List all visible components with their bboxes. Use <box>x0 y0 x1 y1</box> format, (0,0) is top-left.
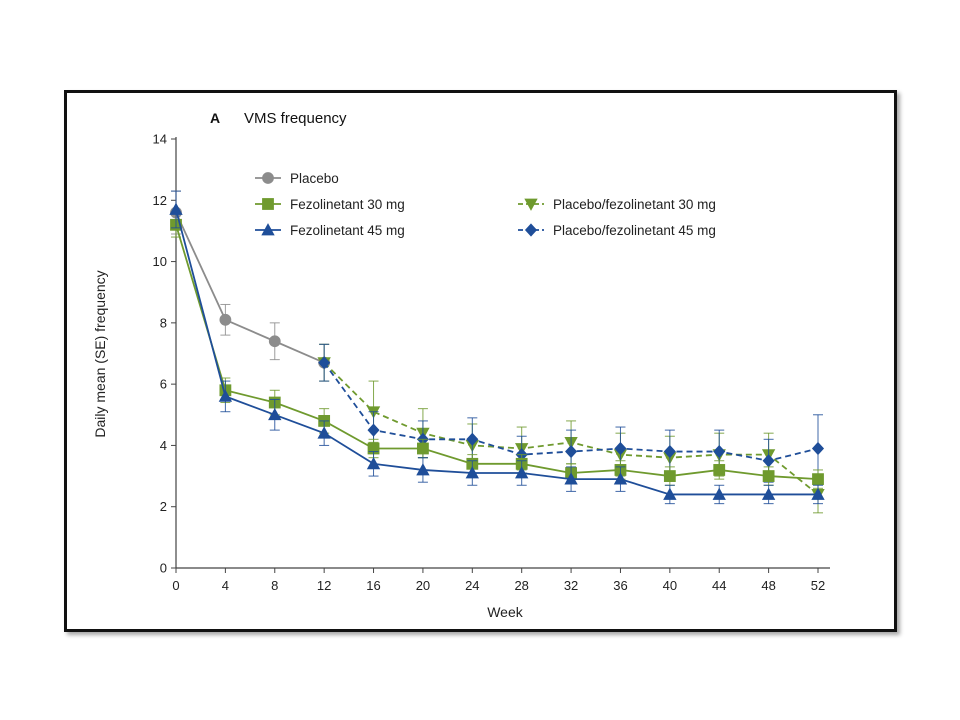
data-point <box>811 487 825 500</box>
x-tick-label: 32 <box>564 578 578 593</box>
legend-label: Placebo/fezolinetant 30 mg <box>553 197 716 212</box>
x-tick-label: 52 <box>811 578 825 593</box>
legend-label: Fezolinetant 30 mg <box>290 197 405 212</box>
data-point <box>614 441 627 456</box>
y-tick-label: 0 <box>160 561 167 576</box>
y-tick-label: 14 <box>153 132 167 147</box>
data-point <box>761 487 776 500</box>
x-tick-label: 0 <box>172 578 179 593</box>
data-point <box>417 442 429 455</box>
y-tick-label: 2 <box>160 499 167 514</box>
legend: Placebo Fezolinetant 30 mg Fezolinetant 45… <box>255 171 716 238</box>
data-point <box>367 423 380 437</box>
y-axis-label: Daily mean (SE) frequency <box>92 270 108 437</box>
panel-letter: A <box>210 110 220 126</box>
data-point <box>812 473 824 486</box>
data-point <box>268 335 281 348</box>
legend-entry: Fezolinetant 30 mg <box>255 197 405 212</box>
y-tick-label: 10 <box>153 254 167 269</box>
legend-entry: Placebo/fezolinetant 45 mg <box>518 223 716 238</box>
data-point <box>219 313 232 326</box>
legend-marker <box>261 223 275 236</box>
series-line <box>175 212 325 364</box>
legend-marker <box>262 172 274 184</box>
data-point <box>218 389 233 402</box>
data-point <box>713 464 726 476</box>
legend-marker <box>262 198 274 210</box>
data-point <box>663 444 676 459</box>
x-tick-label: 20 <box>416 578 430 593</box>
series-layer <box>169 190 825 514</box>
series-fezolinetant-30-mg <box>170 212 824 489</box>
legend-marker <box>524 198 538 211</box>
data-point <box>613 472 628 485</box>
legend-label: Placebo/fezolinetant 45 mg <box>553 223 716 238</box>
x-tick-label: 8 <box>271 578 278 593</box>
data-point <box>712 487 726 500</box>
y-tick-label: 8 <box>160 315 167 330</box>
x-tick-label: 36 <box>613 578 627 593</box>
x-axis-label: Week <box>487 604 524 620</box>
data-point <box>366 456 381 470</box>
data-point <box>663 470 676 482</box>
chart-title: VMS frequency <box>244 110 347 127</box>
data-point <box>268 407 282 421</box>
series-line <box>175 224 819 481</box>
x-tick-label: 48 <box>761 578 775 593</box>
x-tick-label: 24 <box>465 578 479 593</box>
data-point <box>811 441 825 456</box>
data-point <box>466 432 479 446</box>
legend-entry: Fezolinetant 45 mg <box>255 223 405 238</box>
data-point <box>318 356 331 370</box>
x-tick-label: 44 <box>712 578 726 593</box>
y-tick-label: 4 <box>160 438 167 453</box>
legend-entry: Placebo <box>255 171 339 186</box>
data-point <box>564 472 578 485</box>
y-tick-label: 6 <box>160 377 167 392</box>
legend-entry: Placebo/fezolinetant 30 mg <box>518 197 716 212</box>
data-point <box>713 444 726 459</box>
data-point <box>169 202 183 215</box>
data-point <box>762 470 775 482</box>
data-point <box>663 487 677 500</box>
x-tick-label: 4 <box>222 578 229 593</box>
x-tick-label: 40 <box>663 578 677 593</box>
data-point <box>317 426 331 439</box>
series-placebo-fezolinetant-45-mg <box>318 343 825 483</box>
x-tick-label: 28 <box>514 578 528 593</box>
legend-label: Placebo <box>290 171 339 186</box>
data-point <box>565 444 578 459</box>
data-point <box>762 454 775 468</box>
legend-label: Fezolinetant 45 mg <box>290 223 405 238</box>
x-tick-label: 16 <box>366 578 380 593</box>
series-fezolinetant-45-mg <box>169 190 825 505</box>
y-tick-label: 12 <box>153 193 167 208</box>
figure-frame <box>64 90 897 632</box>
series-line <box>175 209 818 496</box>
data-point <box>416 463 430 476</box>
data-point <box>515 466 529 479</box>
legend-marker <box>524 223 538 237</box>
x-tick-label: 12 <box>317 578 331 593</box>
data-point <box>465 466 479 479</box>
